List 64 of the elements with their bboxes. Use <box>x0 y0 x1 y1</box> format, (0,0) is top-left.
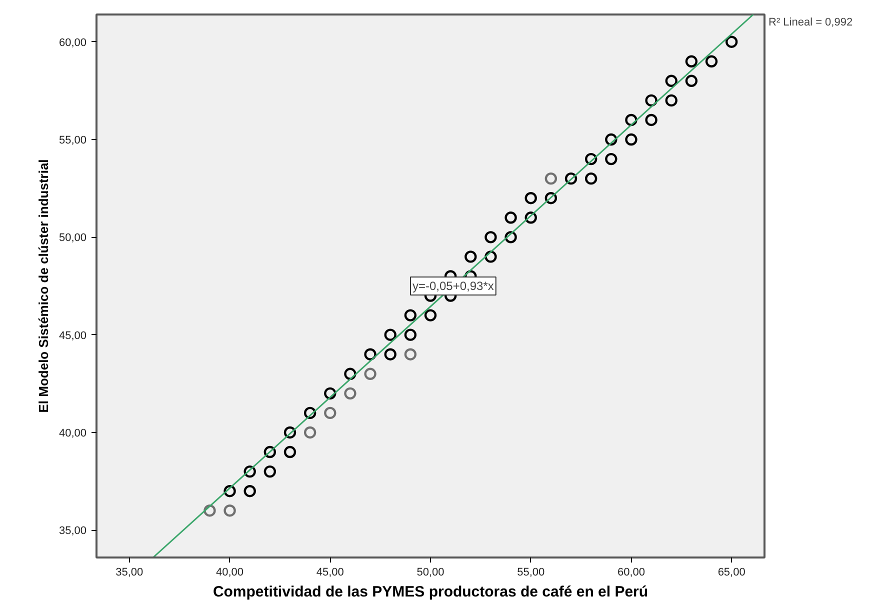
y-tick-label: 60,00 <box>58 36 87 49</box>
point <box>364 368 376 380</box>
point <box>364 348 376 360</box>
x-axis-title: Competitividad de las PYMES productoras de café en el Perú <box>212 584 648 600</box>
annotation: y=-0,05+0,93*x <box>412 279 494 293</box>
point <box>424 309 437 322</box>
point <box>645 114 658 126</box>
x-tick-label: 60,00 <box>617 566 645 578</box>
point <box>584 152 598 166</box>
point <box>605 152 618 166</box>
text: R² Lineal = 0,992 <box>768 16 853 28</box>
x-tick-label: 40,00 <box>216 566 244 578</box>
point <box>324 387 336 400</box>
x-tick-label: 50,00 <box>416 566 444 578</box>
point <box>404 348 417 360</box>
point <box>625 133 638 146</box>
point <box>404 309 417 322</box>
point <box>605 133 618 146</box>
point <box>384 328 396 341</box>
point <box>665 74 678 87</box>
point <box>244 465 256 478</box>
point <box>504 212 517 224</box>
point <box>384 348 396 360</box>
point <box>705 55 718 68</box>
x-tick-label: 35,00 <box>116 566 144 578</box>
y-tick-label: 35,00 <box>58 525 87 538</box>
y-axis-title: El Modelo Sistémico de clúster industrial <box>36 159 51 413</box>
point <box>344 387 356 400</box>
point <box>645 94 658 107</box>
point <box>564 172 578 185</box>
point <box>224 485 236 498</box>
y-tick-label: 50,00 <box>58 232 87 244</box>
point <box>504 231 517 244</box>
point <box>204 504 216 517</box>
point <box>484 250 497 263</box>
point <box>284 426 296 439</box>
point <box>264 446 276 458</box>
point <box>244 485 256 498</box>
point <box>584 172 598 185</box>
point <box>224 504 236 517</box>
point <box>344 368 356 380</box>
x-tick-label: 65,00 <box>718 566 746 578</box>
point <box>464 250 477 263</box>
point <box>304 406 316 420</box>
point <box>404 328 417 341</box>
point <box>304 426 316 439</box>
x-tick-label: 55,00 <box>517 566 545 578</box>
x-tick-label: 45,00 <box>316 566 344 578</box>
point <box>524 212 537 224</box>
point <box>685 74 698 87</box>
point <box>725 36 738 48</box>
point <box>264 465 276 478</box>
point <box>544 172 558 185</box>
point <box>665 94 678 107</box>
point <box>524 192 537 204</box>
y-tick-label: 45,00 <box>58 330 87 342</box>
y-tick-label: 55,00 <box>58 134 87 147</box>
point <box>544 192 558 204</box>
y-tick-label: 40,00 <box>58 427 87 440</box>
point <box>685 55 698 68</box>
point <box>324 406 336 420</box>
point <box>284 446 296 458</box>
point <box>484 231 497 244</box>
point <box>625 114 638 126</box>
